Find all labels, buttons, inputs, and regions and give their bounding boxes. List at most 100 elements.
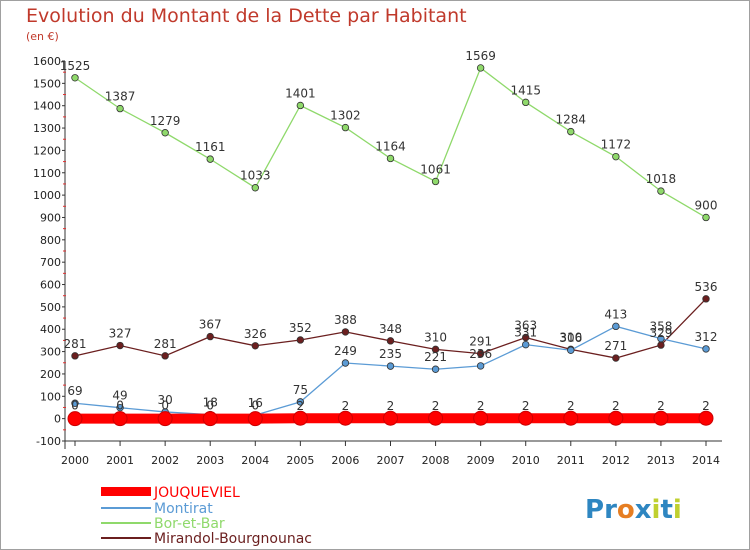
data-point: [702, 295, 710, 303]
brand-text: Proxiti: [585, 495, 682, 525]
data-label: 329: [649, 326, 672, 340]
legend-label: Bor-et-Bar: [154, 516, 225, 532]
data-label: 2: [342, 399, 350, 413]
x-tick-label: 2003: [196, 454, 224, 467]
data-point: [67, 411, 83, 427]
x-tick-label: 2000: [61, 454, 89, 467]
data-point: [567, 127, 575, 136]
y-tick-label: 1500: [33, 77, 61, 90]
data-point: [386, 362, 395, 370]
data-label: 310: [424, 330, 447, 344]
data-label: 16: [248, 396, 263, 410]
data-point: [522, 340, 530, 349]
y-tick-label: 1000: [33, 189, 61, 202]
data-label: 1284: [556, 113, 587, 127]
data-label: 0: [116, 399, 124, 413]
x-tick-label: 2006: [331, 454, 359, 467]
chart-title: Evolution du Montant de la Dette par Hab…: [26, 5, 467, 27]
data-label: 2: [657, 399, 665, 413]
data-point: [608, 410, 624, 426]
data-label: 367: [199, 318, 222, 332]
data-point: [337, 410, 353, 426]
data-point: [202, 411, 218, 427]
data-label: 352: [289, 321, 312, 335]
data-label: 327: [109, 327, 132, 341]
data-point: [386, 154, 395, 163]
data-point: [612, 152, 620, 161]
data-label: 1033: [240, 169, 271, 183]
data-point: [251, 184, 259, 192]
data-label: 2: [432, 399, 440, 413]
data-label: 49: [112, 389, 127, 403]
data-label: 18: [203, 396, 218, 410]
legend-item: JOUQUEVIEL: [101, 485, 240, 501]
data-label: 2: [567, 399, 575, 413]
data-label: 235: [379, 347, 402, 361]
data-label: 1279: [150, 114, 181, 128]
data-point: [296, 398, 305, 406]
data-label: 388: [334, 313, 357, 327]
data-label: 1164: [375, 139, 406, 153]
data-label: 0: [161, 399, 169, 413]
y-tick-label: 700: [40, 256, 61, 269]
legend-item: Bor-et-Bar: [101, 516, 225, 532]
y-tick-label: 400: [40, 323, 61, 336]
data-point: [71, 352, 79, 360]
data-point: [157, 411, 173, 427]
y-tick-label: 1100: [33, 167, 61, 180]
data-label: 0: [206, 399, 214, 413]
y-tick-label: 1400: [33, 100, 61, 113]
y-tick-label: 500: [40, 301, 61, 314]
data-point: [476, 64, 485, 72]
data-point: [341, 328, 350, 336]
data-point: [296, 101, 305, 110]
data-point: [341, 359, 350, 367]
data-label: 1018: [646, 172, 677, 186]
data-label: 326: [244, 327, 267, 341]
data-label: 2: [702, 399, 710, 413]
data-point: [522, 333, 530, 342]
data-point: [71, 399, 79, 407]
data-point: [431, 365, 440, 373]
data-point: [161, 352, 169, 360]
data-point: [116, 104, 124, 113]
x-tick-label: 2011: [557, 454, 585, 467]
legend-swatch: [101, 487, 151, 496]
series-layer: 1525 1387 1279 1161 1033 1401 1302 1164 1061 1569…: [60, 49, 717, 427]
legend: JOUQUEVIELMontiratBor-et-BarMirandol-Bou…: [101, 485, 312, 547]
data-label: 1061: [420, 162, 451, 176]
data-label: 2: [612, 399, 620, 413]
data-point: [657, 334, 665, 343]
data-label: 331: [514, 326, 537, 340]
data-label: 1161: [195, 140, 226, 154]
x-tick-label: 2001: [106, 454, 134, 467]
data-point: [428, 410, 444, 426]
legend-label: JOUQUEVIEL: [153, 485, 240, 501]
data-point: [702, 345, 710, 353]
data-point: [206, 332, 214, 341]
data-point: [341, 123, 350, 132]
legend-label: Montirat: [154, 501, 213, 517]
data-point: [476, 362, 485, 370]
series-mirandol-bourgnounac: [71, 295, 710, 362]
data-label: 1172: [601, 138, 632, 152]
data-point: [657, 187, 665, 195]
legend-label: Mirandol-Bourgnounac: [154, 531, 312, 547]
x-tick-label: 2009: [467, 454, 495, 467]
axes: -100010020030040050060070080090010001100…: [33, 55, 722, 467]
data-label: 291: [469, 335, 492, 349]
data-label: 2: [522, 399, 530, 413]
data-label: 281: [154, 337, 177, 351]
data-label: 2: [477, 399, 485, 413]
x-tick-label: 2005: [286, 454, 314, 467]
data-label: 281: [64, 337, 87, 351]
x-tick-label: 2002: [151, 454, 179, 467]
data-label: 1415: [510, 83, 541, 97]
data-label: 249: [334, 344, 357, 358]
y-tick-label: 300: [40, 346, 61, 359]
data-label: 271: [604, 339, 627, 353]
data-point: [71, 74, 79, 82]
y-tick-label: 100: [40, 390, 61, 403]
